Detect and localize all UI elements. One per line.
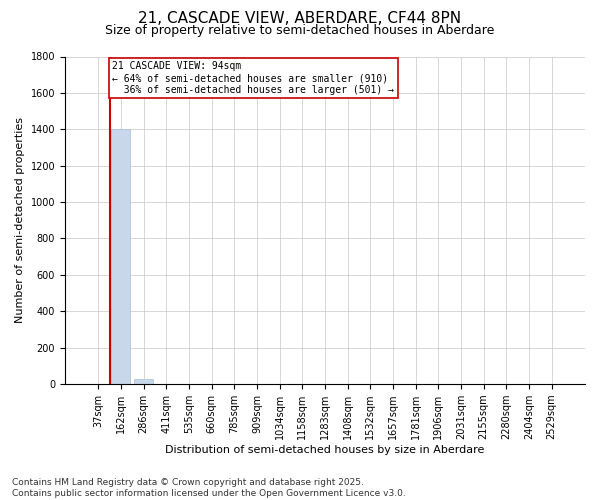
Text: 21, CASCADE VIEW, ABERDARE, CF44 8PN: 21, CASCADE VIEW, ABERDARE, CF44 8PN <box>139 11 461 26</box>
Text: Size of property relative to semi-detached houses in Aberdare: Size of property relative to semi-detach… <box>106 24 494 37</box>
X-axis label: Distribution of semi-detached houses by size in Aberdare: Distribution of semi-detached houses by … <box>165 445 485 455</box>
Text: Contains HM Land Registry data © Crown copyright and database right 2025.
Contai: Contains HM Land Registry data © Crown c… <box>12 478 406 498</box>
Text: 21 CASCADE VIEW: 94sqm
← 64% of semi-detached houses are smaller (910)
  36% of : 21 CASCADE VIEW: 94sqm ← 64% of semi-det… <box>112 62 394 94</box>
Y-axis label: Number of semi-detached properties: Number of semi-detached properties <box>15 118 25 324</box>
Bar <box>134 378 153 384</box>
Bar <box>111 130 130 384</box>
